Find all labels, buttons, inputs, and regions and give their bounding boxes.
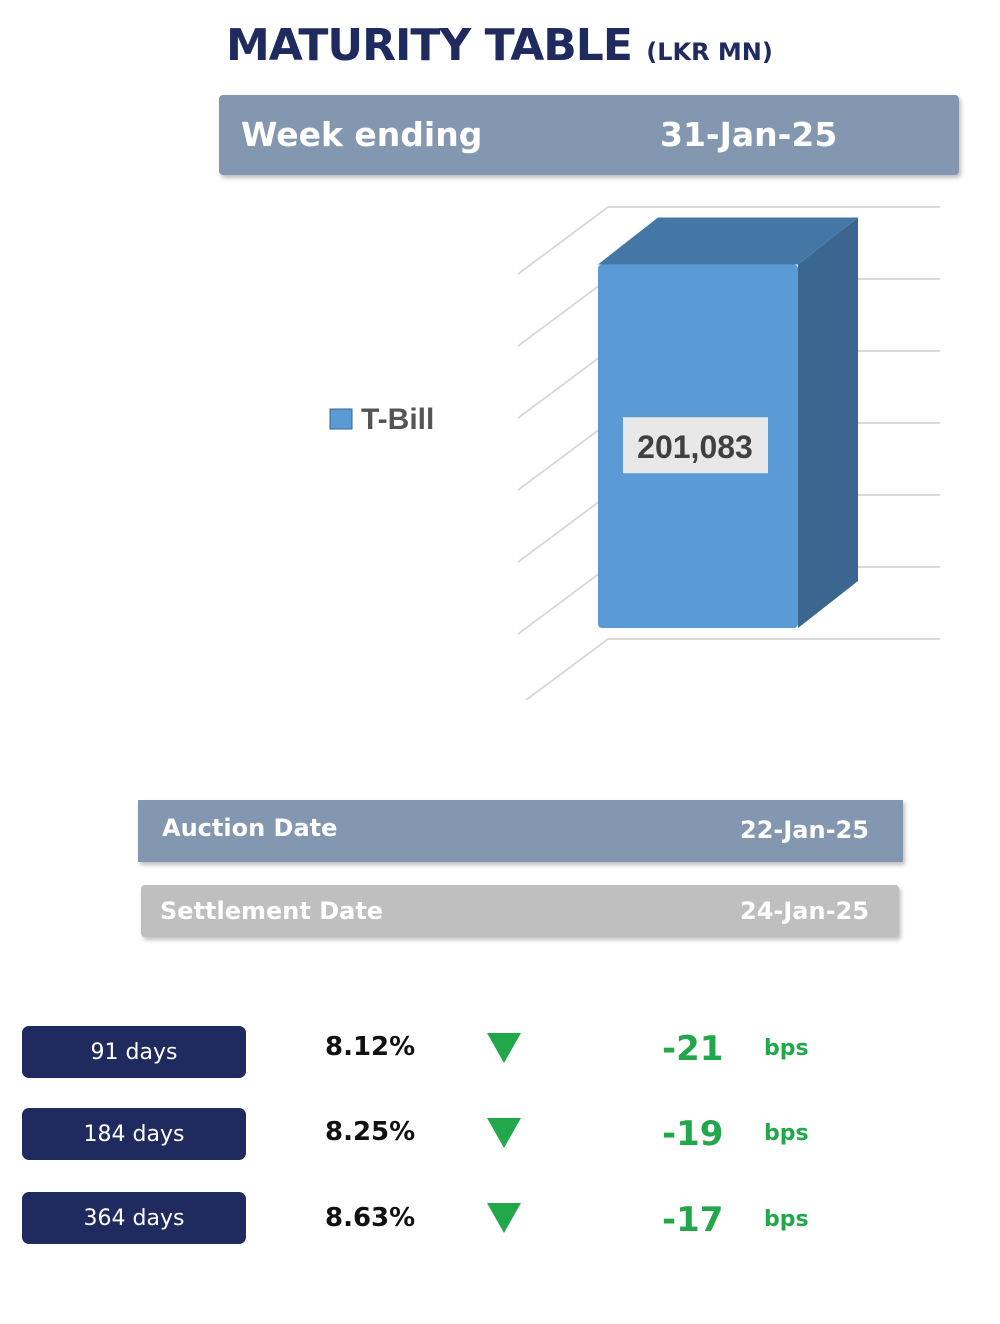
title-unit: (LKR MN) [646,38,773,66]
gridline [517,206,940,275]
tenor-badge: 91 days [22,1026,246,1078]
yield-change-unit: bps [764,1121,809,1146]
legend: T-Bill [329,403,434,436]
yield-rate: 8.63% [325,1203,416,1233]
bar-side [798,217,858,628]
maturity-chart: 201,083 T-Bill [329,206,940,700]
bar-top [598,217,858,265]
week-ending-value: 31-Jan-25 [660,115,838,154]
data-label-box [623,417,768,474]
settlement-date-label: Settlement Date [160,897,384,925]
legend-label: T-Bill [361,403,434,436]
down-arrow-icon [487,1203,521,1233]
auction-date-label: Auction Date [162,814,338,842]
yield-change-unit: bps [764,1036,809,1061]
yield-change: -21 [662,1029,724,1069]
settlement-date-banner: Settlement Date 24-Jan-25 [141,885,899,937]
bars: 201,083 [598,217,858,628]
yield-change: -17 [662,1200,724,1240]
gridline [524,638,940,700]
yield-change-unit: bps [764,1207,809,1232]
auction-date-value: 22-Jan-25 [740,816,869,844]
legend-swatch-icon [329,408,353,430]
week-ending-banner: Week ending 31-Jan-25 [219,95,959,175]
page-title: MATURITY TABLE (LKR MN) [226,20,773,71]
tenor-badge: 364 days [22,1192,246,1244]
yield-change: -19 [662,1114,724,1154]
settlement-date-value: 24-Jan-25 [740,897,869,925]
week-ending-label: Week ending [241,115,483,154]
title-text: MATURITY TABLE [226,20,633,71]
data-label: 201,083 [637,429,753,465]
down-arrow-icon [487,1118,521,1148]
down-arrow-icon [487,1033,521,1063]
yield-rate: 8.12% [325,1032,416,1062]
yield-rate: 8.25% [325,1117,416,1147]
auction-date-banner: Auction Date 22-Jan-25 [138,800,903,862]
tenor-badge: 184 days [22,1108,246,1160]
